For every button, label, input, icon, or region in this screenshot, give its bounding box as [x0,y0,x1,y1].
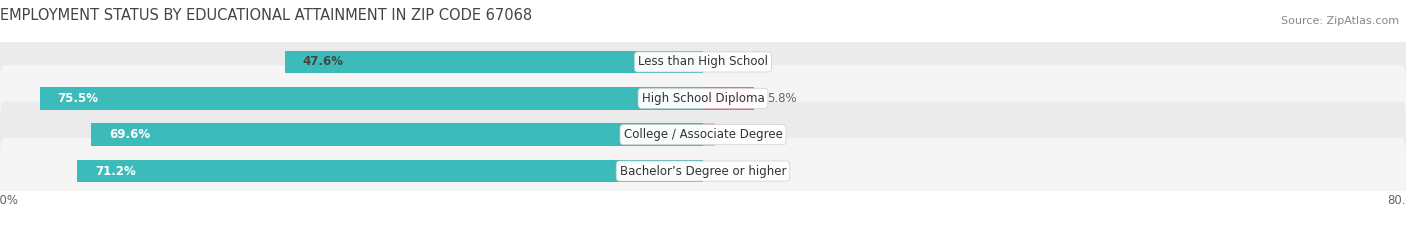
Text: Less than High School: Less than High School [638,55,768,69]
Text: 1.4%: 1.4% [728,128,758,141]
Text: 75.5%: 75.5% [58,92,98,105]
FancyBboxPatch shape [0,65,1406,131]
Text: Bachelor’s Degree or higher: Bachelor’s Degree or higher [620,164,786,178]
Text: Source: ZipAtlas.com: Source: ZipAtlas.com [1281,16,1399,26]
Bar [39,87,703,110]
Text: 0.0%: 0.0% [716,55,745,69]
Bar [703,87,754,110]
Text: EMPLOYMENT STATUS BY EDUCATIONAL ATTAINMENT IN ZIP CODE 67068: EMPLOYMENT STATUS BY EDUCATIONAL ATTAINM… [0,7,531,23]
FancyBboxPatch shape [0,29,1406,95]
Bar [703,123,716,146]
Text: 71.2%: 71.2% [94,164,135,178]
Text: High School Diploma: High School Diploma [641,92,765,105]
Text: College / Associate Degree: College / Associate Degree [624,128,782,141]
Text: 47.6%: 47.6% [302,55,343,69]
Text: 0.0%: 0.0% [716,164,745,178]
FancyBboxPatch shape [0,138,1406,204]
Bar [285,51,703,73]
Text: 5.8%: 5.8% [768,92,797,105]
Text: 69.6%: 69.6% [110,128,150,141]
Bar [77,160,703,182]
Bar [91,123,703,146]
FancyBboxPatch shape [0,102,1406,168]
